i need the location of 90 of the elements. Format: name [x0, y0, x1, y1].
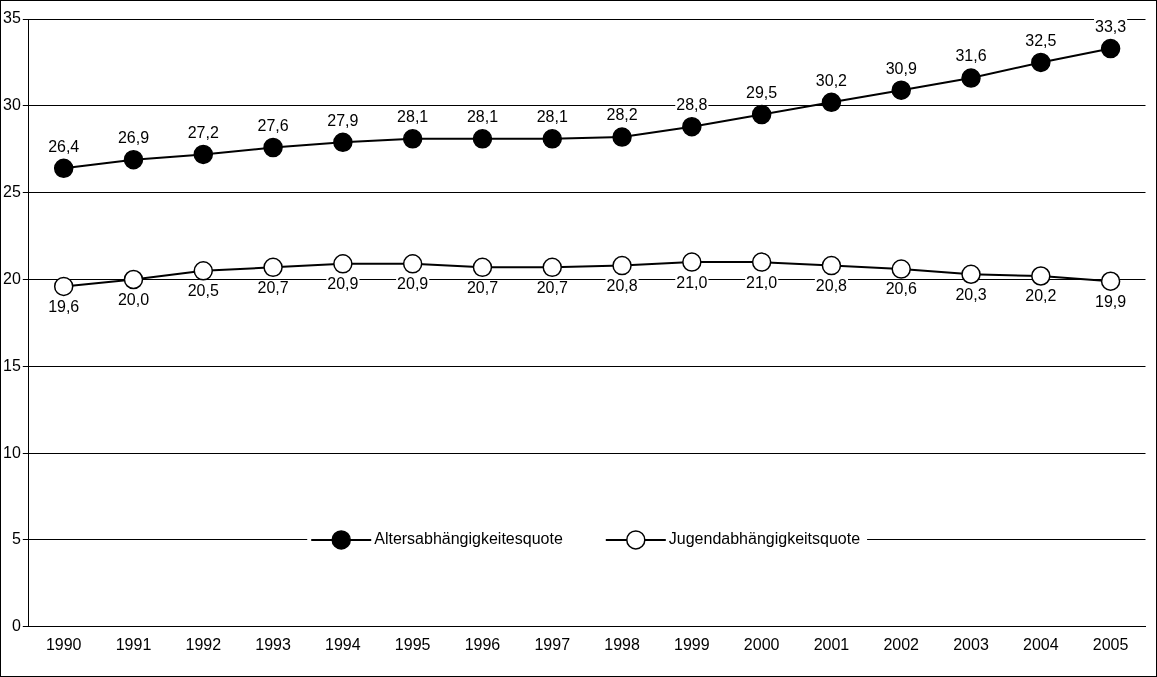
x-tick-label: 2002: [883, 635, 920, 653]
legend-label: Altersabhängigkeitesquote: [374, 530, 563, 548]
x-tick-label: 1995: [394, 635, 431, 653]
data-label: 26,4: [48, 137, 80, 155]
y-tick-label: 20: [3, 269, 21, 287]
data-label: 20,9: [397, 275, 429, 293]
point: [542, 257, 562, 278]
x-tick-label: 1999: [674, 635, 710, 653]
data-label: 19,9: [1095, 292, 1127, 310]
point: [263, 257, 283, 278]
data-label: 31,6: [955, 47, 987, 65]
data-label: 20,9: [327, 275, 359, 293]
data-label: 28,1: [536, 108, 568, 126]
data-label: 28,1: [397, 108, 429, 126]
data-label: 32,5: [1025, 31, 1057, 49]
data-label: 30,9: [885, 59, 917, 77]
x-tick-label: 2005: [1092, 635, 1129, 653]
data-label: 20,2: [1025, 287, 1057, 305]
point: [612, 127, 632, 147]
x-tick-label: 2004: [1023, 635, 1059, 653]
x-tick-label: 2003: [953, 635, 989, 653]
data-label: 20,0: [117, 290, 150, 308]
point: [961, 68, 981, 88]
point: [193, 144, 214, 165]
data-label: 20,7: [257, 278, 289, 296]
point: [472, 257, 493, 278]
point: [1031, 266, 1051, 286]
point: [123, 149, 144, 170]
data-label: 21,0: [746, 273, 778, 291]
data-label: 27,2: [187, 123, 219, 141]
point: [682, 116, 702, 137]
x-tick-label: 1996: [464, 635, 501, 653]
data-label: 20,7: [536, 278, 568, 296]
point: [333, 132, 353, 153]
point: [961, 264, 981, 285]
point: [53, 158, 74, 179]
data-label: 20,8: [606, 277, 638, 294]
y-tick-label: 10: [3, 443, 21, 461]
point: [402, 129, 423, 149]
data-label: 27,6: [257, 116, 289, 134]
point: [891, 259, 911, 279]
point: [193, 261, 214, 281]
data-label: 20,3: [955, 285, 987, 303]
point: [682, 252, 702, 272]
point: [402, 254, 423, 274]
point: [123, 269, 144, 290]
y-tick-label: 15: [3, 356, 21, 374]
x-tick-label: 1998: [604, 635, 640, 653]
legend-label: Jugendabhängigkeitsquote: [668, 530, 861, 548]
point: [1100, 271, 1121, 291]
data-label: 27,9: [327, 111, 359, 129]
data-label: 20,8: [815, 277, 848, 294]
point: [1031, 52, 1051, 73]
point: [333, 254, 353, 274]
data-label: 21,0: [676, 273, 708, 291]
x-tick-label: 1992: [185, 635, 222, 653]
point: [1100, 38, 1121, 59]
x-tick-label: 2001: [813, 635, 850, 653]
point: [53, 276, 74, 297]
y-tick-label: 0: [11, 617, 21, 635]
point: [263, 137, 283, 158]
y-tick-label: 25: [3, 183, 21, 201]
point: [821, 92, 842, 113]
x-tick-label: 1991: [115, 635, 152, 653]
data-label: 28,1: [466, 108, 499, 126]
data-label: 28,8: [676, 96, 708, 114]
x-tick-label: 2000: [743, 635, 780, 653]
x-tick-label: 1990: [45, 635, 82, 653]
x-tick-label: 1993: [255, 635, 291, 653]
data-label: 20,7: [466, 278, 499, 296]
data-label: 28,2: [606, 106, 638, 124]
y-tick-label: 30: [3, 96, 21, 114]
point: [472, 129, 493, 149]
x-tick-label: 1994: [325, 635, 361, 653]
data-label: 26,9: [117, 129, 150, 147]
point: [751, 252, 772, 272]
point: [612, 255, 632, 276]
data-label: 20,5: [187, 282, 219, 300]
point: [542, 129, 562, 149]
y-tick-label: 5: [11, 530, 21, 548]
data-label: 19,6: [48, 297, 80, 315]
data-label: 20,6: [885, 280, 917, 298]
data-label: 29,5: [746, 83, 778, 101]
point: [821, 255, 842, 276]
y-tick-label: 35: [3, 9, 21, 27]
x-tick-label: 1997: [534, 635, 571, 653]
point: [751, 104, 772, 125]
data-label: 33,3: [1095, 17, 1127, 35]
data-label: 30,2: [815, 71, 848, 89]
point: [891, 80, 911, 100]
